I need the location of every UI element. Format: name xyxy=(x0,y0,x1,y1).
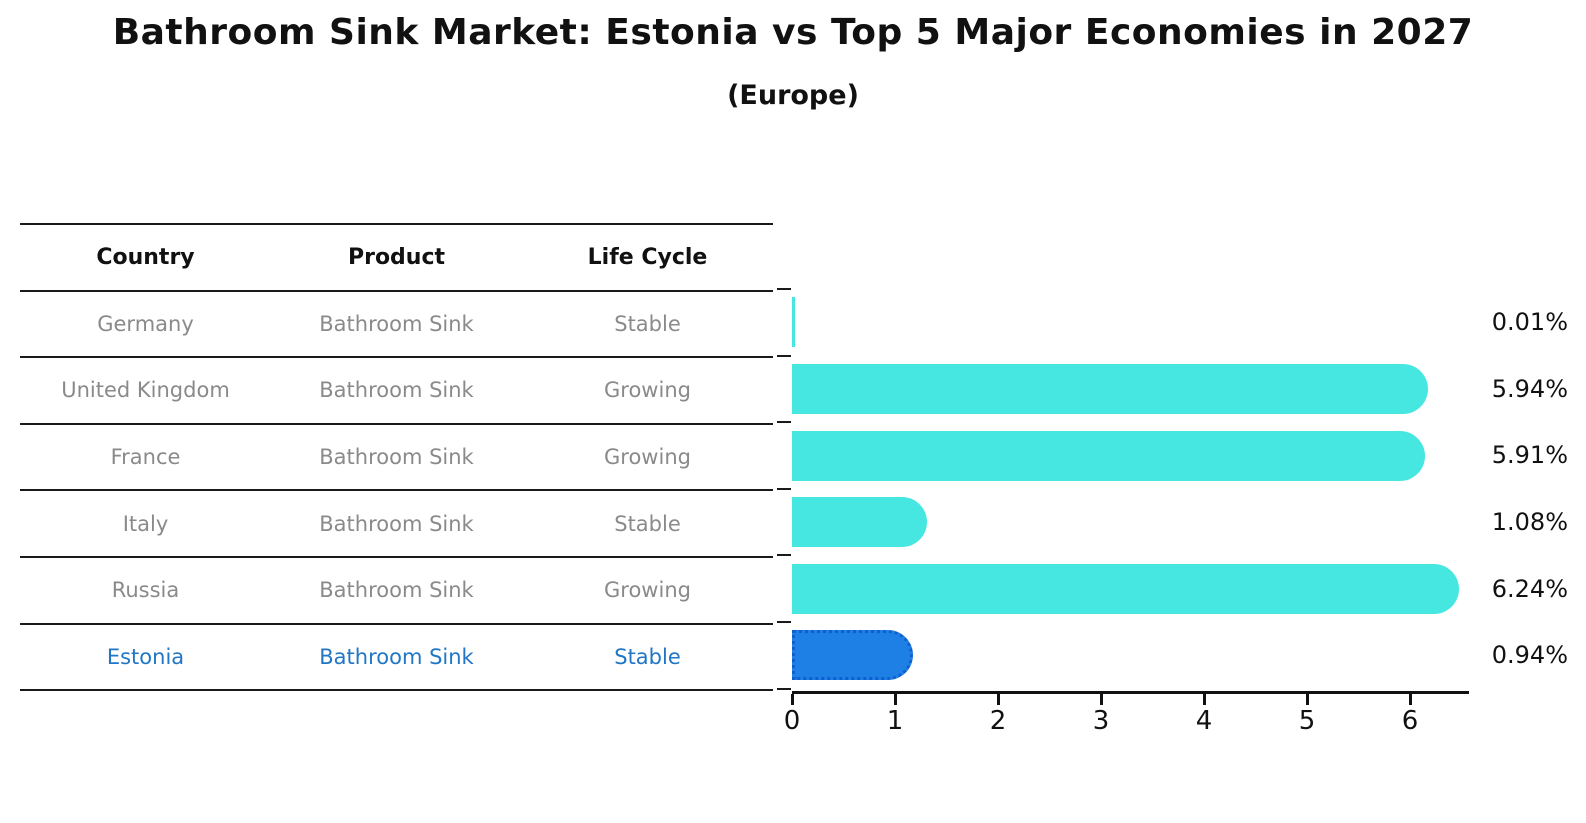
x-axis-tick-label: 1 xyxy=(886,706,904,736)
x-axis-tick xyxy=(1409,694,1412,705)
x-axis-tick-label: 6 xyxy=(1401,706,1419,736)
cell-product: Bathroom Sink xyxy=(319,311,474,336)
cell-country: Russia xyxy=(111,578,180,603)
x-axis-tick-label: 5 xyxy=(1298,706,1316,736)
bar-estonia xyxy=(792,630,913,681)
table-row: Estonia Bathroom Sink Stable xyxy=(20,625,773,692)
chart-title: Bathroom Sink Market: Estonia vs Top 5 M… xyxy=(112,12,1474,53)
bar-value-label: 0.01% xyxy=(1491,308,1568,337)
table-row: France Bathroom Sink Growing xyxy=(20,425,773,492)
x-axis-tick-label: 3 xyxy=(1092,706,1110,736)
cell-lifecycle: Growing xyxy=(604,378,691,403)
y-axis-tick xyxy=(777,621,791,623)
bar-russia xyxy=(792,563,1459,614)
x-axis-line xyxy=(792,691,1469,694)
x-axis-tick xyxy=(791,694,794,705)
table-header-row: Country Product Life Cycle xyxy=(20,225,773,292)
cell-country: Germany xyxy=(97,311,194,336)
bar-france xyxy=(792,430,1425,481)
cell-product: Bathroom Sink xyxy=(319,445,474,470)
bar-value-label: 0.94% xyxy=(1491,641,1568,670)
cell-product: Bathroom Sink xyxy=(319,578,474,603)
column-header-country: Country xyxy=(96,244,195,270)
x-axis-tick xyxy=(1203,694,1206,705)
cell-lifecycle: Growing xyxy=(604,578,691,603)
x-axis-tick xyxy=(997,694,1000,705)
country-table: Country Product Life Cycle Germany Bathro… xyxy=(20,223,773,692)
cell-country: Estonia xyxy=(106,644,185,669)
y-axis-tick xyxy=(777,354,791,357)
cell-product: Bathroom Sink xyxy=(319,511,474,536)
table-row: Russia Bathroom Sink Growing xyxy=(20,558,773,625)
y-axis-tick xyxy=(777,554,791,557)
x-axis-tick xyxy=(1100,694,1103,705)
bar-united-kingdom xyxy=(792,363,1428,414)
x-axis-tick-label: 0 xyxy=(783,706,801,736)
x-axis-tick xyxy=(894,694,897,705)
table-row: Italy Bathroom Sink Stable xyxy=(20,491,773,558)
y-axis-tick xyxy=(777,687,791,690)
cell-country: France xyxy=(110,445,181,470)
bar-germany xyxy=(792,297,795,348)
bar-value-label: 5.94% xyxy=(1491,374,1568,403)
cell-lifecycle: Stable xyxy=(614,644,681,669)
cell-country: United Kingdom xyxy=(61,378,230,403)
bar-value-label: 1.08% xyxy=(1491,508,1568,537)
column-header-product: Product xyxy=(347,244,446,270)
bar-italy xyxy=(792,497,928,548)
cell-country: Italy xyxy=(122,511,169,536)
bar-value-label: 5.91% xyxy=(1491,441,1568,470)
table-row: United Kingdom Bathroom Sink Growing xyxy=(20,358,773,425)
y-axis-tick xyxy=(777,421,791,424)
x-axis-tick xyxy=(1306,694,1309,705)
column-header-lifecycle: Life Cycle xyxy=(587,244,708,270)
bar-value-label: 6.24% xyxy=(1491,574,1568,603)
cell-lifecycle: Growing xyxy=(604,445,691,470)
table-row: Germany Bathroom Sink Stable xyxy=(20,292,773,359)
cell-lifecycle: Stable xyxy=(614,511,681,536)
cell-lifecycle: Stable xyxy=(614,311,681,336)
cell-product: Bathroom Sink xyxy=(319,644,474,669)
y-axis-tick xyxy=(777,487,791,490)
table-body: Germany Bathroom Sink Stable United Kingdom… xyxy=(20,292,773,692)
x-axis-tick-label: 2 xyxy=(989,706,1007,736)
y-axis-tick xyxy=(777,288,791,290)
cell-product: Bathroom Sink xyxy=(319,378,474,403)
x-axis-tick-label: 4 xyxy=(1195,706,1213,736)
chart-subtitle: (Europe) xyxy=(727,80,859,111)
